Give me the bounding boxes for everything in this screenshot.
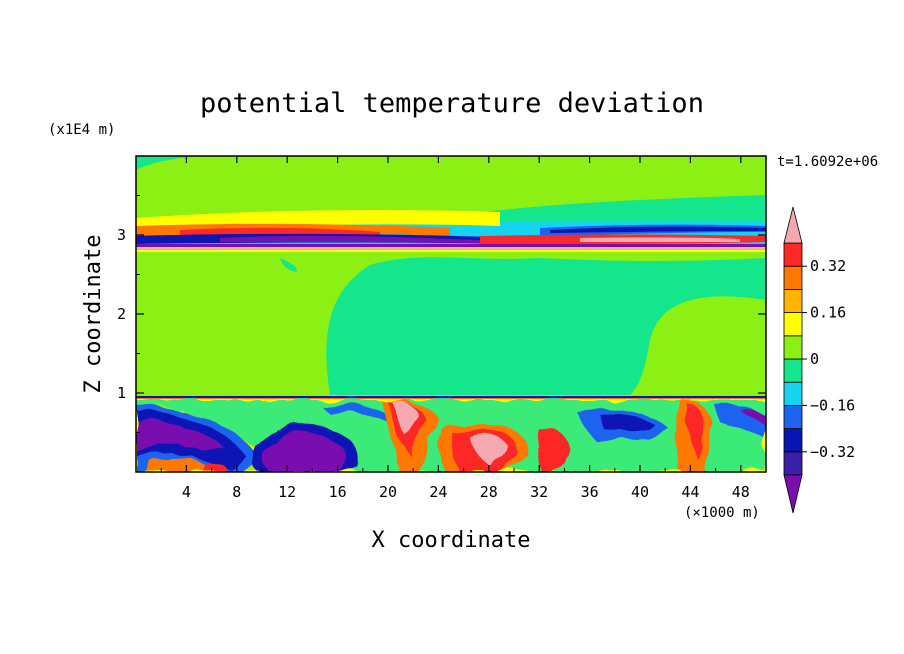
x-tick-label: 40 bbox=[631, 483, 649, 501]
x-tick-label: 16 bbox=[329, 483, 347, 501]
y-tick-label: 3 bbox=[117, 226, 126, 244]
colorbar-label: 0 bbox=[810, 350, 819, 368]
x-tick-label: 32 bbox=[530, 483, 548, 501]
boundary-layer bbox=[136, 396, 766, 472]
colorbar-label: −0.32 bbox=[810, 443, 855, 461]
time-label: t=1.6092e+06 bbox=[777, 154, 878, 170]
colorbar-segment bbox=[783, 451, 803, 476]
x-axis-label: X coordinate bbox=[372, 528, 531, 553]
x-tick-label: 24 bbox=[429, 483, 447, 501]
x-tick-label: 8 bbox=[232, 483, 241, 501]
contour-field bbox=[136, 156, 766, 472]
x-tick-label: 48 bbox=[732, 483, 750, 501]
colorbar-segment bbox=[783, 335, 803, 360]
field-upper-teal bbox=[136, 156, 210, 170]
colorbar-segment bbox=[783, 381, 803, 406]
y-axis-label: Z coordinate bbox=[81, 235, 106, 394]
x-tick-label: 20 bbox=[379, 483, 397, 501]
colorbar-segment bbox=[783, 428, 803, 453]
colorbar-segment bbox=[783, 404, 803, 429]
y-tick-label: 1 bbox=[117, 384, 126, 402]
colorbar-segment bbox=[783, 288, 803, 313]
colorbar: 0.32 0.16 0 −0.16 −0.32 bbox=[783, 206, 855, 514]
colorbar-segment bbox=[783, 265, 803, 290]
x-tick-label: 4 bbox=[182, 483, 191, 501]
field-negative-dome bbox=[326, 257, 766, 395]
colorbar-min-triangle bbox=[783, 474, 803, 514]
x-tick-label: 44 bbox=[681, 483, 699, 501]
x-tick-label: 12 bbox=[278, 483, 296, 501]
tropopause-band bbox=[136, 210, 766, 252]
colorbar-label: 0.32 bbox=[810, 257, 846, 275]
chart-title: potential temperature deviation bbox=[200, 88, 704, 119]
colorbar-segment bbox=[783, 242, 803, 267]
y-tick-label: 2 bbox=[117, 305, 126, 323]
x-tick-label: 36 bbox=[581, 483, 599, 501]
colorbar-segment bbox=[783, 312, 803, 337]
y-unit-label: (x1E4 m) bbox=[48, 122, 115, 138]
x-axis: 4 8 12 16 20 24 28 32 36 40 44 48 bbox=[160, 156, 750, 501]
x-tick-label: 28 bbox=[480, 483, 498, 501]
colorbar-label: −0.16 bbox=[810, 396, 855, 414]
colorbar-segment bbox=[783, 358, 803, 383]
x-unit-label: (×1000 m) bbox=[684, 505, 760, 521]
y-axis: 1 2 3 bbox=[117, 195, 766, 433]
colorbar-max-triangle bbox=[783, 206, 803, 244]
field-small-patch bbox=[280, 258, 297, 272]
colorbar-label: 0.16 bbox=[810, 304, 846, 322]
